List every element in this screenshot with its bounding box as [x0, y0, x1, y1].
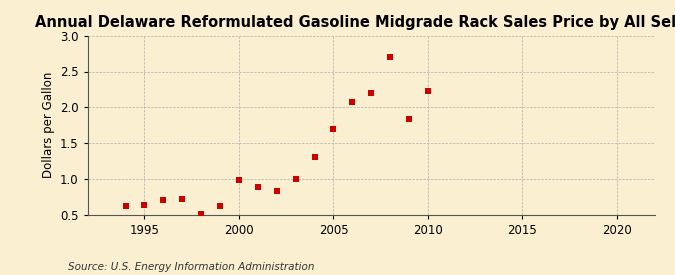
Point — [120, 204, 131, 208]
Point — [158, 198, 169, 202]
Point — [252, 185, 263, 189]
Point — [385, 55, 396, 59]
Point — [139, 203, 150, 207]
Text: Source: U.S. Energy Information Administration: Source: U.S. Energy Information Administ… — [68, 262, 314, 272]
Point — [423, 89, 433, 93]
Point — [215, 204, 225, 208]
Point — [347, 99, 358, 104]
Point — [290, 177, 301, 181]
Point — [234, 178, 244, 182]
Title: Annual Delaware Reformulated Gasoline Midgrade Rack Sales Price by All Sellers: Annual Delaware Reformulated Gasoline Mi… — [35, 15, 675, 31]
Point — [366, 91, 377, 95]
Point — [196, 211, 207, 216]
Point — [328, 126, 339, 131]
Point — [177, 197, 188, 202]
Point — [271, 189, 282, 193]
Point — [309, 155, 320, 160]
Point — [404, 117, 414, 121]
Y-axis label: Dollars per Gallon: Dollars per Gallon — [42, 72, 55, 178]
